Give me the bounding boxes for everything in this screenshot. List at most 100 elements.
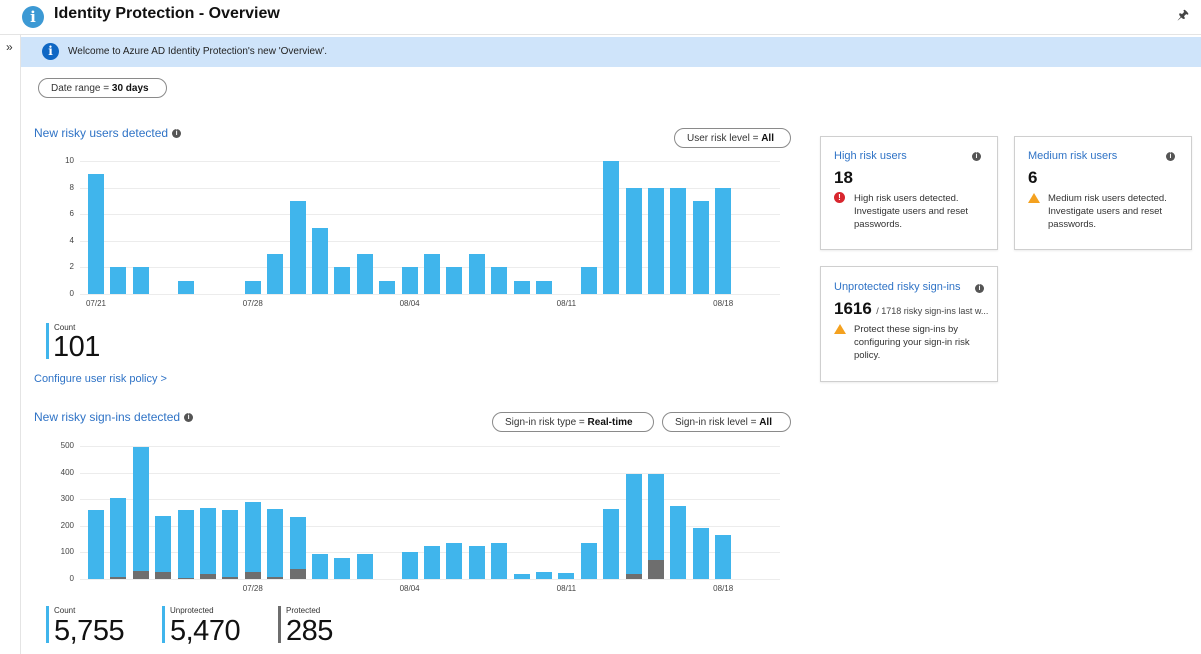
- user-risk-level-value: All: [761, 133, 774, 144]
- user-risk-level-label: User risk level =: [687, 133, 759, 144]
- chart-bar: [558, 573, 575, 579]
- gridline: [80, 161, 780, 162]
- date-range-label: Date range =: [51, 83, 110, 94]
- gridline: [80, 187, 780, 189]
- risky-users-title-text: New risky users detected: [34, 126, 169, 140]
- y-tick-label: 400: [60, 467, 74, 477]
- chart-bar: [222, 509, 239, 579]
- chart-bar: [110, 267, 127, 294]
- y-tick-label: 4: [69, 235, 74, 245]
- chart-bar: [177, 280, 194, 294]
- x-tick-label: 07/21: [85, 299, 107, 308]
- unprotected-signins-value-row: 1616 / 1718 risky sign-ins last w...: [834, 299, 988, 319]
- chart-bar: [424, 254, 440, 294]
- x-tick-label: 08/18: [713, 584, 734, 593]
- medium-risk-users-card[interactable]: [1014, 136, 1192, 250]
- unprotected-kpi-value: 5,470: [170, 615, 241, 647]
- info-icon[interactable]: i: [975, 284, 984, 293]
- chart-bar: [692, 200, 709, 294]
- info-icon[interactable]: i: [972, 152, 981, 161]
- gridline: [80, 525, 780, 527]
- signin-risk-type-label: Sign-in risk type =: [505, 417, 585, 428]
- medium-risk-users-desc: Medium risk users detected. Investigate …: [1048, 193, 1167, 230]
- count-kpi-label: Count: [54, 323, 76, 332]
- y-tick-label: 500: [60, 441, 74, 450]
- chart-bar: [715, 187, 732, 294]
- warning-icon: [834, 324, 846, 334]
- unprotected-kpi-bar: [162, 606, 165, 643]
- chart-bar: [289, 517, 306, 579]
- unprotected-signins-value: 1616: [834, 299, 872, 318]
- chart-bar: [536, 280, 552, 294]
- chart-bar: [334, 267, 351, 294]
- chart-bar: [603, 161, 620, 294]
- unprotected-kpi-label: Unprotected: [170, 606, 214, 615]
- configure-user-risk-policy-link[interactable]: Configure user risk policy >: [34, 373, 167, 385]
- chart-bar: [155, 515, 172, 579]
- gridline: [80, 214, 780, 216]
- high-risk-users-value: 18: [834, 168, 853, 187]
- signin-risk-level-value: All: [759, 417, 772, 428]
- chart-bar: [446, 267, 463, 294]
- protected-bar-segment: [244, 572, 261, 579]
- chart-bar: [580, 267, 597, 294]
- protected-kpi-value: 285: [286, 615, 333, 647]
- info-icon[interactable]: i: [184, 413, 194, 423]
- left-rail: [0, 35, 21, 654]
- y-tick-label: 300: [60, 494, 74, 504]
- risky-signins-title-text: New risky sign-ins detected: [34, 410, 181, 424]
- chart-bar: [110, 497, 127, 579]
- signin-risk-level-filter[interactable]: Sign-in risk level = All: [662, 412, 791, 432]
- chart-bar: [715, 535, 732, 579]
- chart-bar: [536, 572, 552, 579]
- chart-bar: [401, 552, 418, 579]
- x-tick-label: 08/11: [556, 299, 577, 308]
- chart-bar: [491, 543, 508, 579]
- protected-bar-segment: [222, 576, 239, 579]
- chart-bar: [267, 254, 284, 294]
- banner-info-icon: i: [42, 43, 59, 60]
- date-range-value: 30 days: [111, 83, 149, 94]
- chart-bar: [379, 280, 396, 294]
- signin-risk-type-filter[interactable]: Sign-in risk type = Real-time: [492, 412, 654, 432]
- unprotected-signins-desc: Protect these sign-ins by configuring yo…: [854, 324, 970, 361]
- x-tick-label: 08/04: [399, 584, 420, 593]
- chart-bar: [446, 543, 463, 579]
- unprotected-signins-title: Unprotected risky sign-ins: [834, 281, 961, 293]
- chart-bar: [244, 501, 261, 579]
- signin-count-kpi-bar: [46, 606, 49, 643]
- pin-icon[interactable]: 🖈: [1176, 7, 1189, 22]
- chart-bar: [132, 447, 149, 579]
- chart-bar: [312, 227, 328, 294]
- info-icon[interactable]: i: [1166, 152, 1175, 161]
- protected-bar-segment: [132, 571, 149, 579]
- chart-bar: [244, 280, 261, 294]
- chart-bar: [670, 187, 687, 294]
- chart-bar: [468, 254, 485, 294]
- high-risk-users-desc: High risk users detected. Investigate us…: [854, 193, 969, 230]
- title-bar: [0, 0, 1201, 35]
- gridline: [80, 294, 780, 295]
- info-icon[interactable]: i: [172, 129, 182, 139]
- date-range-filter[interactable]: Date range = 30 days: [38, 78, 167, 98]
- expand-chevron-icon[interactable]: »: [6, 40, 13, 54]
- unprotected-signins-card[interactable]: [820, 266, 998, 382]
- protected-bar-segment: [200, 573, 216, 579]
- x-tick-label: 08/11: [556, 584, 577, 593]
- protected-bar-segment: [289, 568, 306, 579]
- chart-bar: [132, 267, 149, 294]
- user-risk-level-filter[interactable]: User risk level = All: [674, 128, 791, 148]
- high-risk-users-card[interactable]: [820, 136, 998, 250]
- gridline: [80, 579, 780, 580]
- chart-bar: [468, 545, 485, 579]
- page-title: Identity Protection - Overview: [54, 5, 280, 22]
- y-tick-label: 2: [69, 262, 74, 272]
- chart-bar: [289, 200, 306, 294]
- protected-bar-segment: [648, 560, 664, 579]
- chart-bar: [312, 553, 328, 579]
- x-tick-label: 07/28: [242, 299, 263, 308]
- gridline: [80, 499, 780, 501]
- chart-bar: [88, 509, 104, 579]
- gridline: [80, 472, 780, 474]
- warning-icon: [1028, 193, 1040, 203]
